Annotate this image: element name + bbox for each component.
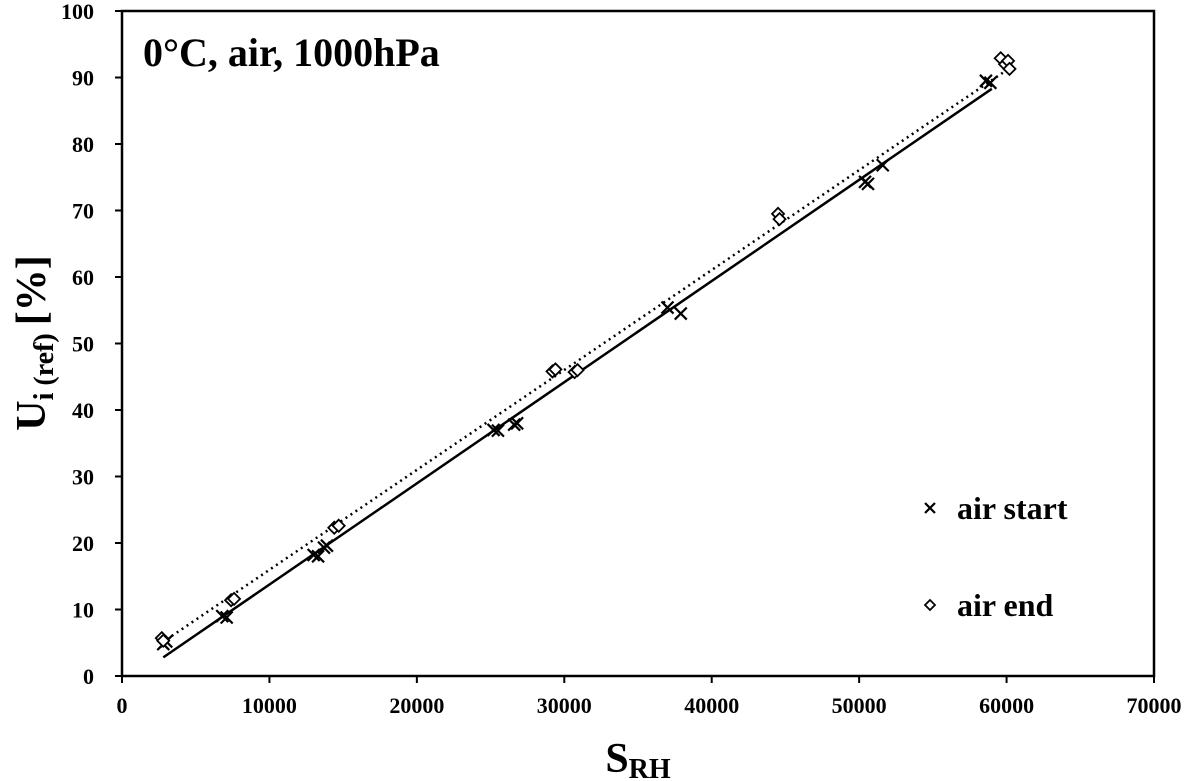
data-point-air-start [311,549,325,564]
y-tick-label: 50 [72,332,94,357]
y-tick-label: 0 [83,664,94,689]
x-tick-label: 60000 [979,693,1034,718]
y-tick-label: 10 [72,598,94,623]
data-point-air-start [491,423,505,438]
data-point-air-start [306,548,321,562]
trend-lines [161,67,1011,659]
legend: air start air end [923,490,1068,623]
data-point-air-start [507,417,521,432]
data-point-air-end [548,362,563,377]
data-point-air-start [486,423,501,437]
x-axis-title: SRH [605,736,671,781]
legend-marker-air-end [923,598,937,612]
data-point-air-start [320,538,334,553]
y-tick-label: 30 [72,465,94,490]
legend-label-air-start: air start [957,490,1068,526]
data-point-air-end [226,591,242,607]
y-tick-label: 40 [72,398,94,423]
data-point-air-start [875,158,890,173]
x-tick-label: 0 [117,693,128,718]
data-point-air-start [510,416,524,431]
legend-diamond-icon [923,598,937,612]
data-point-air-end [570,362,585,378]
y-axis-title: Ui (ref)[%] [9,255,60,430]
trend-line-air-end [161,67,1011,644]
x-axis: 0 10000 20000 30000 40000 50000 60000 70000 [117,676,1182,718]
plot-frame [120,9,1156,678]
data-point-air-start [983,76,998,90]
data-point-air-start [660,300,675,315]
legend-label-air-end: air end [957,587,1054,623]
y-tick-label: 100 [61,0,94,24]
legend-marker-air-start [924,502,936,514]
x-tick-label: 70000 [1127,693,1182,718]
x-tick-label: 20000 [389,693,444,718]
data-point-air-end [156,633,171,649]
y-tick-label: 20 [72,531,94,556]
data-point-air-start [673,306,688,321]
y-axis: 0 10 20 30 40 50 60 70 80 90 100 [61,0,122,689]
legend-x-icon [924,502,936,514]
x-tick-label: 10000 [242,693,297,718]
chart-title: 0°C, air, 1000hPa [143,30,440,75]
data-point-air-end [772,211,787,227]
data-point-air-start [215,609,230,623]
data-point-air-end [331,518,346,533]
data-point-air-start [861,177,875,191]
x-tick-label: 40000 [684,693,739,718]
data-point-air-start [979,74,993,88]
x-tick-label: 30000 [537,693,592,718]
x-tick-label: 50000 [832,693,887,718]
y-tick-label: 70 [72,199,94,224]
data-point-air-end [1002,61,1017,77]
y-tick-label: 60 [72,265,94,290]
data-point-air-start [219,610,234,625]
y-tick-label: 90 [72,66,94,91]
data-points [154,50,1017,651]
y-tick-label: 80 [72,132,94,157]
